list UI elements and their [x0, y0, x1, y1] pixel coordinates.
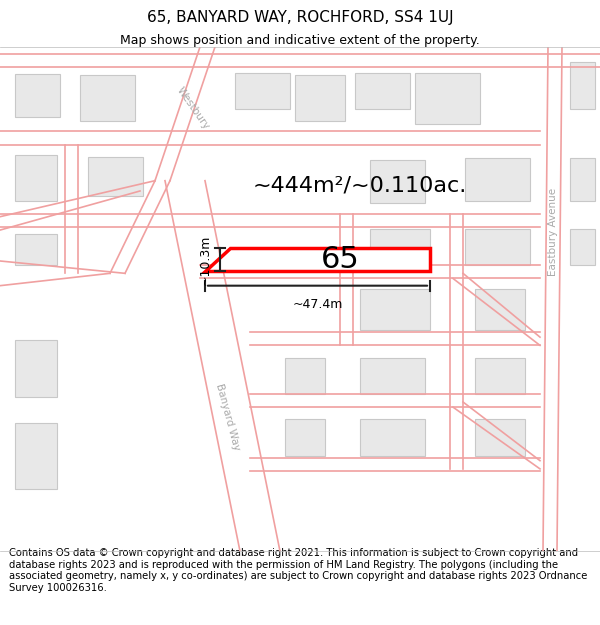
Bar [285, 357, 325, 394]
Text: Contains OS data © Crown copyright and database right 2021. This information is : Contains OS data © Crown copyright and d… [9, 548, 587, 593]
Text: 65: 65 [320, 245, 359, 274]
Bar [415, 72, 480, 124]
Bar [370, 229, 430, 265]
Text: Westbury: Westbury [175, 86, 211, 132]
Bar [475, 419, 525, 456]
Bar [88, 157, 143, 196]
Bar [570, 229, 595, 265]
Bar [295, 74, 345, 121]
Bar [15, 74, 60, 117]
Bar [15, 340, 57, 397]
Bar [465, 229, 530, 265]
Bar [465, 158, 530, 201]
Text: Eastbury Avenue: Eastbury Avenue [548, 188, 558, 276]
Text: 65, BANYARD WAY, ROCHFORD, SS4 1UJ: 65, BANYARD WAY, ROCHFORD, SS4 1UJ [146, 10, 454, 25]
Text: ~444m²/~0.110ac.: ~444m²/~0.110ac. [253, 176, 467, 196]
Bar [285, 419, 325, 456]
Bar [570, 62, 595, 109]
Bar [15, 234, 57, 265]
Bar [475, 289, 525, 330]
Bar [355, 72, 410, 109]
Bar [15, 155, 57, 201]
Bar [360, 419, 425, 456]
Bar [15, 422, 57, 489]
Bar [360, 289, 430, 330]
Bar [570, 158, 595, 201]
Polygon shape [205, 248, 430, 271]
Bar [80, 74, 135, 121]
Text: Map shows position and indicative extent of the property.: Map shows position and indicative extent… [120, 34, 480, 47]
Bar [235, 72, 290, 109]
Text: Banyard Way: Banyard Way [214, 383, 242, 452]
Text: ~47.4m: ~47.4m [292, 298, 343, 311]
Bar [360, 357, 425, 394]
Bar [475, 357, 525, 394]
Bar [370, 160, 425, 203]
Text: ~10.3m: ~10.3m [199, 234, 212, 284]
